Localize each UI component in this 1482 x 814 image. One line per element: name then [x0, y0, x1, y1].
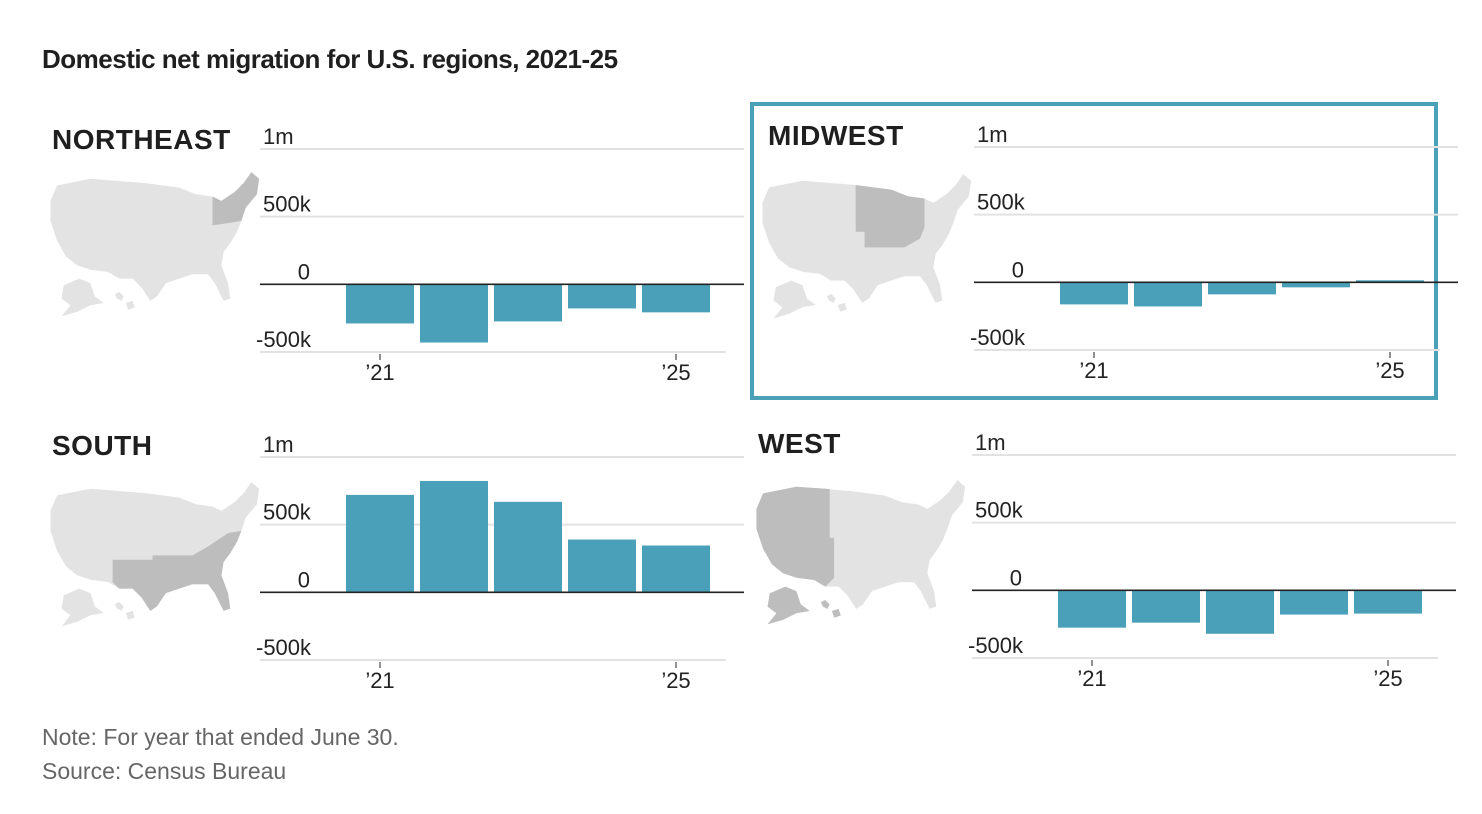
bar-2024	[568, 539, 636, 593]
alaska-shape	[61, 278, 104, 317]
us-map-base	[50, 172, 260, 301]
us-map-west	[756, 480, 966, 625]
panel-midwest: MIDWEST 1m 500k 0 -500k ’21 ’25	[750, 102, 1458, 400]
highlighted-region-south	[112, 530, 242, 611]
y-tick-label: 1m	[977, 122, 1008, 147]
y-tick-label: -500k	[970, 325, 1026, 350]
alaska-shape	[767, 586, 810, 625]
panel-northeast: NORTHEAST 1m 500k 0 -500k ’21 ’25	[42, 104, 744, 404]
y-tick-label: -500k	[256, 635, 312, 660]
y-tick-label: 500k	[975, 498, 1024, 523]
bar-2024	[1280, 590, 1348, 615]
x-tick-label: ’21	[365, 668, 394, 693]
source-text: Source: Census Bureau	[42, 758, 287, 784]
x-tick-label: ’25	[1375, 358, 1404, 383]
bar-2021	[1060, 282, 1128, 305]
bar-2023	[494, 284, 562, 322]
y-tick-label: 500k	[263, 500, 312, 525]
bar-2025	[1354, 590, 1422, 614]
bar-2023	[494, 501, 562, 593]
x-tick-label: ’21	[365, 360, 394, 385]
footnotes: Note: For year that ended June 30. Sourc…	[42, 720, 399, 788]
y-tick-label: 500k	[263, 192, 312, 217]
y-tick-label: 500k	[977, 190, 1026, 215]
alaska-shape	[773, 280, 816, 319]
alaska-shape	[61, 588, 104, 627]
panel-south: SOUTH 1m 500k 0 -500k ’21 ’25	[42, 412, 744, 712]
bar-2021	[346, 284, 414, 324]
bar-2021	[1058, 590, 1126, 628]
bar-2022	[1134, 282, 1202, 307]
bar-chart-midwest: 1m 500k 0 -500k ’21 ’25	[970, 122, 1458, 383]
x-tick-label: ’21	[1079, 358, 1108, 383]
us-map-midwest	[762, 174, 972, 319]
x-tick-label: ’25	[661, 668, 690, 693]
bar-chart-west: 1m 500k 0 -500k ’21 ’25	[968, 430, 1456, 691]
note-text: Note: For year that ended June 30.	[42, 724, 399, 750]
x-tick-label: ’25	[1373, 666, 1402, 691]
highlighted-region-midwest	[855, 185, 925, 248]
region-name: MIDWEST	[768, 120, 904, 151]
y-tick-label: 1m	[975, 430, 1006, 455]
y-tick-label: 1m	[263, 124, 294, 149]
region-name: SOUTH	[52, 430, 153, 461]
hawaii-shape	[820, 599, 841, 618]
bar-2023	[1206, 590, 1274, 634]
chart-title: Domestic net migration for U.S. regions,…	[42, 44, 618, 74]
bar-2025	[642, 545, 710, 593]
y-tick-label: -500k	[256, 327, 312, 352]
bar-2025	[1356, 280, 1424, 283]
x-tick-label: ’21	[1077, 666, 1106, 691]
bar-chart-south: 1m 500k 0 -500k ’21 ’25	[256, 432, 744, 693]
bar-2021	[346, 494, 414, 593]
y-tick-label: 0	[298, 567, 310, 592]
y-tick-label: 0	[298, 259, 310, 284]
bar-2024	[1282, 282, 1350, 288]
hawaii-shape	[114, 601, 135, 620]
bar-2024	[568, 284, 636, 309]
region-name: WEST	[758, 428, 841, 459]
panel-west: WEST 1m 500k 0 -500k ’21 ’25	[750, 412, 1456, 712]
y-tick-label: 0	[1012, 257, 1024, 282]
us-map-south	[50, 482, 260, 627]
region-name: NORTHEAST	[52, 124, 231, 155]
bar-chart-northeast: 1m 500k 0 -500k ’21 ’25	[256, 124, 744, 385]
bar-2023	[1208, 282, 1276, 295]
bar-2022	[420, 284, 488, 343]
highlighted-region-west	[756, 486, 835, 587]
us-map-northeast	[50, 172, 260, 317]
highlighted-region-northeast	[212, 172, 260, 226]
x-tick-label: ’25	[661, 360, 690, 385]
bar-2022	[420, 480, 488, 593]
bar-2022	[1132, 590, 1200, 623]
y-tick-label: 1m	[263, 432, 294, 457]
hawaii-shape	[114, 291, 135, 310]
y-tick-label: 0	[1010, 565, 1022, 590]
y-tick-label: -500k	[968, 633, 1024, 658]
bar-2025	[642, 284, 710, 313]
hawaii-shape	[826, 293, 847, 312]
